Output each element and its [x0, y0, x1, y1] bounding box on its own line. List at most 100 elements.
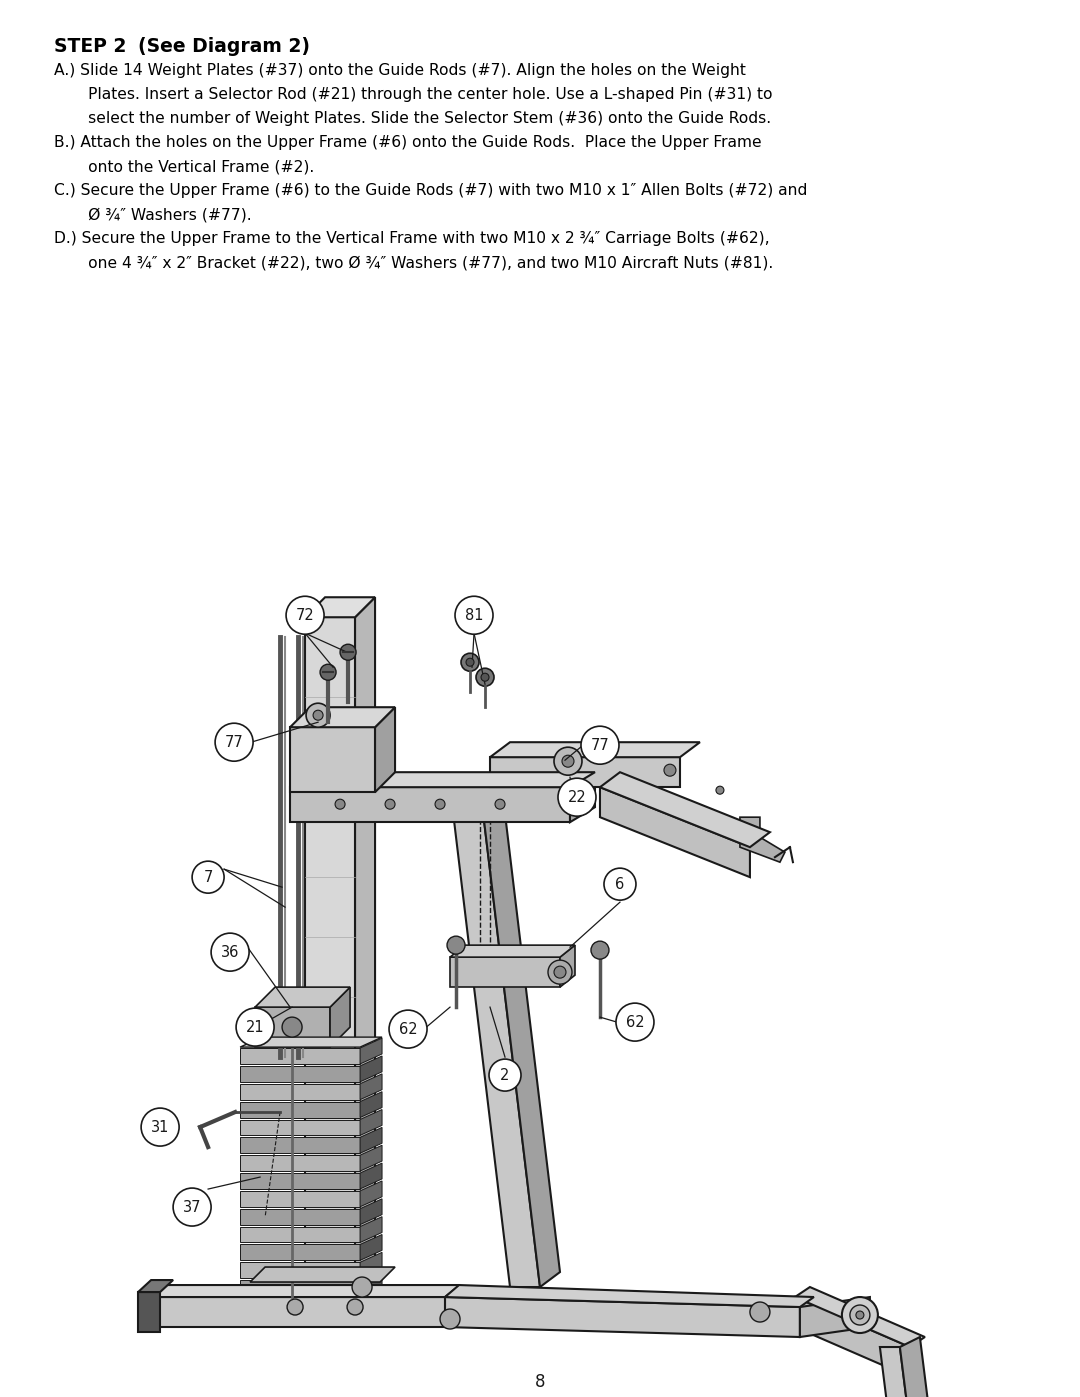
Polygon shape: [240, 1263, 360, 1278]
Polygon shape: [291, 707, 395, 728]
Polygon shape: [240, 1245, 360, 1260]
Circle shape: [842, 1296, 878, 1333]
Circle shape: [447, 936, 465, 954]
Polygon shape: [360, 1252, 382, 1278]
Circle shape: [215, 724, 253, 761]
Polygon shape: [138, 1292, 160, 1331]
Polygon shape: [360, 1199, 382, 1225]
Polygon shape: [255, 988, 350, 1007]
Text: STEP 2: STEP 2: [54, 38, 126, 56]
Circle shape: [489, 1059, 521, 1091]
Polygon shape: [240, 1048, 360, 1065]
Circle shape: [461, 654, 480, 671]
Text: 6: 6: [616, 877, 624, 891]
Text: 77: 77: [591, 738, 609, 753]
Polygon shape: [360, 1056, 382, 1081]
Circle shape: [850, 1305, 869, 1324]
Text: 36: 36: [221, 944, 240, 960]
Polygon shape: [360, 1109, 382, 1136]
Circle shape: [340, 644, 356, 661]
Polygon shape: [240, 1066, 360, 1081]
Text: 7: 7: [203, 870, 213, 884]
Polygon shape: [800, 1296, 869, 1337]
Circle shape: [554, 967, 566, 978]
Circle shape: [548, 960, 572, 983]
Circle shape: [320, 664, 336, 680]
Polygon shape: [600, 773, 770, 847]
Polygon shape: [240, 1227, 360, 1242]
Polygon shape: [240, 1155, 360, 1171]
Text: Plates. Insert a Selector Rod (#21) through the center hole. Use a L-shaped Pin : Plates. Insert a Selector Rod (#21) thro…: [54, 87, 772, 102]
Text: 77: 77: [225, 735, 243, 750]
Circle shape: [455, 597, 492, 634]
Polygon shape: [375, 707, 395, 792]
Circle shape: [664, 764, 676, 777]
Polygon shape: [450, 946, 575, 957]
Polygon shape: [240, 1190, 360, 1207]
Text: A.) Slide 14 Weight Plates (#37) onto the Guide Rods (#7). Align the holes on th: A.) Slide 14 Weight Plates (#37) onto th…: [54, 63, 746, 78]
Polygon shape: [360, 1180, 382, 1207]
Circle shape: [481, 673, 489, 682]
Text: 2: 2: [500, 1067, 510, 1083]
Circle shape: [386, 799, 395, 809]
Text: B.) Attach the holes on the Upper Frame (#6) onto the Guide Rods.  Place the Upp: B.) Attach the holes on the Upper Frame …: [54, 136, 761, 151]
Text: 62: 62: [399, 1021, 417, 1037]
Polygon shape: [240, 1208, 360, 1225]
Polygon shape: [360, 1217, 382, 1242]
Circle shape: [173, 1187, 211, 1227]
Circle shape: [141, 1108, 179, 1146]
Text: 22: 22: [568, 789, 586, 805]
Text: 72: 72: [296, 608, 314, 623]
Circle shape: [306, 703, 330, 728]
Polygon shape: [795, 1296, 909, 1377]
Polygon shape: [480, 773, 561, 1287]
Polygon shape: [445, 1285, 814, 1308]
Polygon shape: [450, 787, 540, 1287]
Circle shape: [440, 1309, 460, 1329]
Polygon shape: [291, 787, 570, 823]
Circle shape: [389, 1010, 427, 1048]
Polygon shape: [740, 817, 785, 862]
Circle shape: [562, 756, 573, 767]
Circle shape: [352, 1277, 372, 1296]
Polygon shape: [305, 617, 355, 1277]
Polygon shape: [880, 1347, 920, 1397]
Circle shape: [287, 1299, 303, 1315]
Text: C.) Secure the Upper Frame (#6) to the Guide Rods (#7) with two M10 x 1″ Allen B: C.) Secure the Upper Frame (#6) to the G…: [54, 183, 808, 198]
Circle shape: [558, 778, 596, 816]
Polygon shape: [140, 1296, 445, 1327]
Circle shape: [856, 1310, 864, 1319]
Circle shape: [192, 861, 224, 893]
Polygon shape: [795, 1287, 924, 1347]
Polygon shape: [138, 1280, 173, 1292]
Polygon shape: [360, 1164, 382, 1189]
Circle shape: [313, 710, 323, 721]
Circle shape: [616, 1003, 654, 1041]
Polygon shape: [240, 1173, 360, 1189]
Polygon shape: [490, 742, 700, 757]
Polygon shape: [445, 1296, 800, 1337]
Circle shape: [467, 658, 474, 666]
Polygon shape: [140, 1285, 460, 1296]
Polygon shape: [251, 1267, 395, 1282]
Text: onto the Vertical Frame (#2).: onto the Vertical Frame (#2).: [54, 159, 314, 175]
Polygon shape: [240, 1102, 360, 1118]
Text: 81: 81: [464, 608, 483, 623]
Circle shape: [716, 787, 724, 793]
Polygon shape: [360, 1038, 382, 1065]
Polygon shape: [360, 1146, 382, 1171]
Polygon shape: [360, 1127, 382, 1153]
Polygon shape: [360, 1270, 382, 1296]
Text: one 4 ¾″ x 2″ Bracket (#22), two Ø ¾″ Washers (#77), and two M10 Aircraft Nuts (: one 4 ¾″ x 2″ Bracket (#22), two Ø ¾″ Wa…: [54, 256, 773, 270]
Polygon shape: [600, 787, 750, 877]
Text: 37: 37: [183, 1200, 201, 1214]
Circle shape: [495, 799, 505, 809]
Polygon shape: [291, 728, 375, 792]
Polygon shape: [360, 1235, 382, 1260]
Circle shape: [591, 942, 609, 960]
Polygon shape: [360, 1091, 382, 1118]
Polygon shape: [291, 773, 595, 787]
Polygon shape: [305, 598, 375, 617]
Polygon shape: [240, 1037, 382, 1048]
Circle shape: [604, 868, 636, 900]
